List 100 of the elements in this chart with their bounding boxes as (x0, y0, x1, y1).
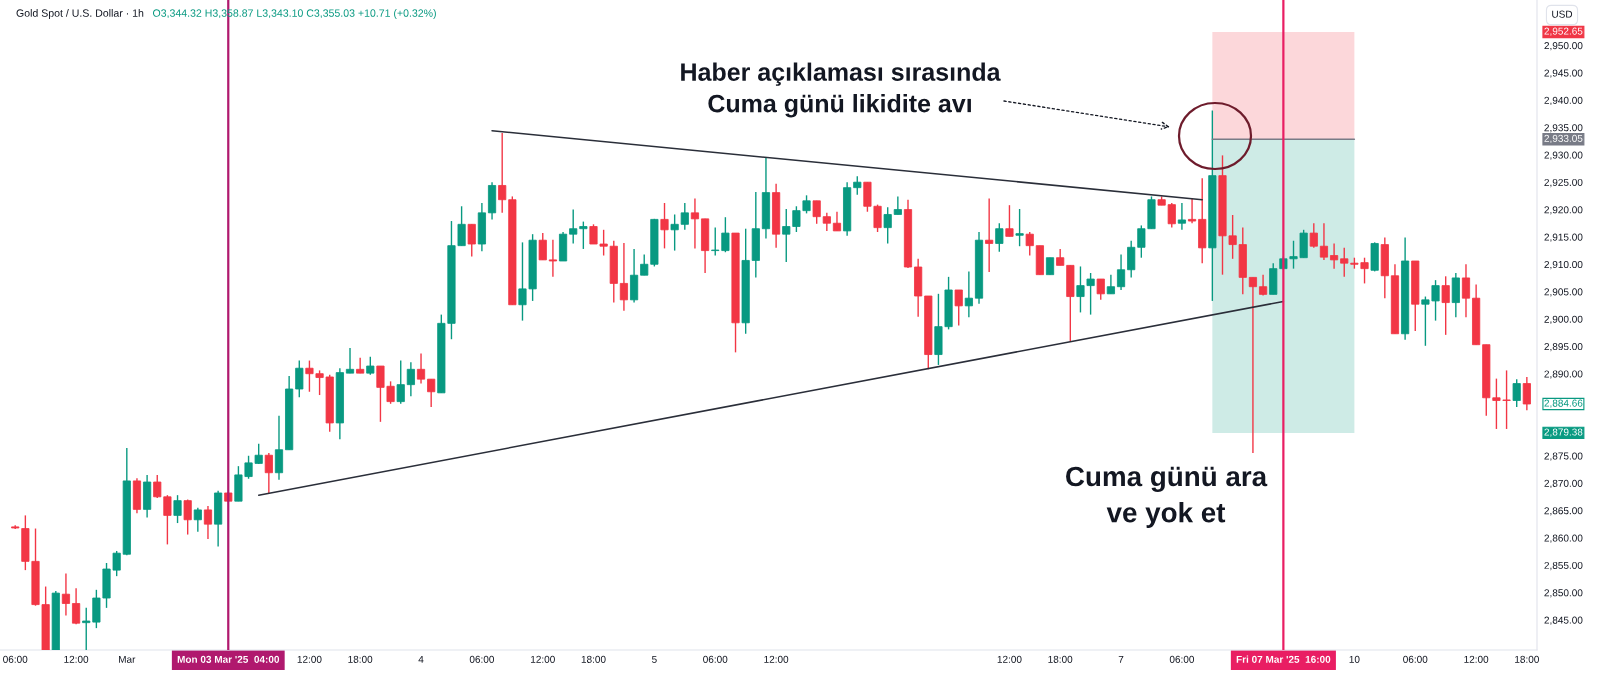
annotation: Haber açıklaması sırasında Cuma günü likidite avı (681, 62, 1001, 118)
x-tick-label: 12:00 (64, 655, 89, 663)
y-tick-label: 2,850.00 (1544, 589, 1583, 598)
candlestick (893, 195, 902, 216)
candlestick (1309, 222, 1318, 249)
candlestick (660, 202, 669, 250)
candlestick (356, 357, 365, 374)
x-tick-label: 12:00 (297, 655, 322, 663)
y-axis-title: USD (1552, 10, 1573, 18)
candlestick (548, 238, 557, 278)
candlestick (1096, 278, 1105, 301)
x-tick-label: 10 (1349, 655, 1360, 663)
candlestick (883, 206, 892, 245)
candlestick (274, 415, 284, 481)
candlestick (467, 223, 476, 258)
x-tick-label: 06:00 (1169, 655, 1195, 663)
candlestick (396, 359, 405, 405)
candlestick (1319, 222, 1329, 261)
y-tick-label: 2,925.00 (1544, 178, 1583, 188)
candlestick (619, 242, 628, 312)
y-tick-label: 2,935.00 (1544, 124, 1583, 133)
candlestick (1248, 276, 1258, 454)
y-tick-label: 2,950.00 (1544, 42, 1583, 51)
x-tick-label: 7 (1118, 655, 1124, 663)
y-tick-label: 2,884.66 (1544, 399, 1583, 408)
candlestick (173, 494, 182, 524)
y-tick-label: 2,879.38 (1544, 428, 1583, 437)
y-tick-label: 2,920.00 (1544, 206, 1583, 215)
annotation: Cuma günü ara ve yok et (1066, 466, 1268, 528)
candlestick (853, 175, 862, 196)
y-tick-label: 2,900.00 (1544, 315, 1583, 324)
y-tick-label: 2,905.00 (1544, 288, 1583, 297)
y-tick-label: 2,865.00 (1544, 507, 1583, 516)
candlestick (498, 132, 507, 214)
y-tick-label: 2,855.00 (1544, 561, 1583, 571)
candlestick (295, 359, 304, 398)
candlestick (1127, 240, 1136, 279)
candlestick (416, 352, 426, 385)
x-tick-label: 06:00 (469, 655, 495, 663)
candlestick (61, 572, 71, 617)
candlestick (1187, 197, 1197, 224)
candlestick (1330, 242, 1339, 270)
candlestick (1177, 202, 1186, 231)
y-tick-label: 2,895.00 (1544, 343, 1583, 352)
y-tick-label: 2,875.00 (1544, 452, 1583, 461)
x-tick-label: Mon 03 Mar '25 04:00 (177, 655, 280, 663)
candlestick (203, 505, 213, 540)
candlestick (964, 270, 973, 319)
candlestick (427, 378, 436, 408)
x-tick-label: 12:00 (1464, 655, 1489, 663)
candlestick (822, 212, 831, 232)
x-tick-label: Mar (119, 655, 136, 663)
candlestick (812, 200, 821, 225)
y-tick-label: 2,845.00 (1544, 616, 1583, 625)
x-tick-label: 5 (651, 655, 657, 663)
candlestick (1005, 204, 1014, 238)
candlestick (1025, 231, 1034, 257)
candlestick (954, 289, 963, 327)
candlestick (1106, 273, 1115, 295)
candlestick (264, 452, 273, 494)
candlestick (1116, 253, 1126, 291)
candlestick (406, 361, 415, 397)
x-tick-label: 12:00 (764, 655, 789, 663)
y-tick-label: 2,915.00 (1544, 233, 1583, 242)
candlestick (832, 211, 842, 232)
candlestick (985, 197, 994, 273)
y-tick-label: 2,952.65 (1544, 27, 1583, 36)
x-tick-label: 06:00 (703, 655, 728, 663)
y-tick-label: 2,910.00 (1544, 260, 1583, 270)
candlestick (995, 222, 1004, 253)
candlestick (366, 356, 375, 376)
x-tick-label: 18:00 (1515, 655, 1539, 663)
x-tick-label: 18:00 (348, 655, 373, 663)
x-tick-label: Fri 07 Mar '25 16:00 (1236, 655, 1331, 663)
candlestick (1461, 263, 1471, 319)
y-tick-label: 2,870.00 (1544, 479, 1583, 489)
candlestick (1512, 378, 1521, 408)
candlestick (183, 498, 192, 536)
candlestick (1522, 376, 1531, 412)
x-tick-label: 06:00 (3, 655, 28, 663)
y-tick-label: 2,860.00 (1544, 534, 1583, 543)
candlestick (1441, 275, 1450, 336)
x-tick-label: 06:00 (1403, 655, 1428, 663)
x-tick-label: 12:00 (531, 655, 555, 663)
x-tick-label: 18:00 (581, 655, 606, 663)
x-tick-label: 12:00 (997, 655, 1022, 663)
candlestick (538, 232, 547, 261)
x-tick-label: 18:00 (1048, 655, 1073, 663)
candlestick (72, 587, 81, 625)
y-tick-label: 2,945.00 (1544, 69, 1583, 78)
candlestick (345, 347, 355, 374)
y-tick-label: 2,930.00 (1544, 151, 1583, 160)
candlestick (1015, 208, 1024, 247)
text: Gold Spot / U.S. Dollar · 1h (16, 9, 144, 19)
candlestick (193, 507, 202, 533)
y-tick-label: 2,890.00 (1544, 370, 1583, 379)
candlestick (690, 197, 700, 250)
y-tick-label: 2,933.05 (1544, 134, 1583, 144)
x-tick-label: 4 (418, 655, 424, 663)
y-tick-label: 2,940.00 (1544, 96, 1583, 106)
